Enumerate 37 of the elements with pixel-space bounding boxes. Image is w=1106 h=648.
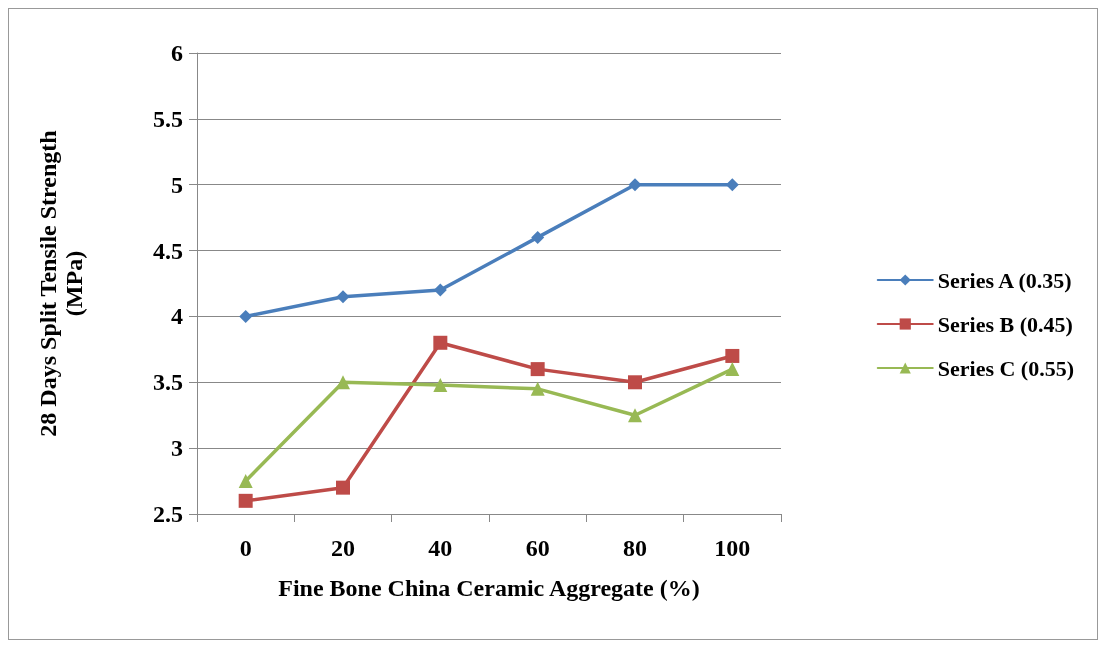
y-tick-label: 4 [171, 303, 183, 330]
legend-label: Series B (0.45) [937, 311, 1073, 337]
point [628, 408, 642, 423]
point [238, 493, 253, 508]
point [530, 381, 545, 396]
x-tick-label: 40 [428, 535, 453, 561]
point [433, 335, 448, 350]
point [336, 375, 350, 390]
y-axis-title: 28 Days Split Tensile Strength (MPa) [35, 130, 87, 437]
point [336, 480, 350, 495]
x-tick-label: 60 [525, 535, 550, 561]
point [725, 348, 740, 363]
legend-label: Series C (0.55) [937, 355, 1075, 381]
point [725, 178, 739, 192]
point [433, 377, 448, 392]
point [628, 375, 642, 390]
point [530, 362, 545, 377]
x-tick-label: 80 [623, 535, 647, 561]
x-tick-label: 20 [331, 535, 355, 561]
point [336, 290, 350, 304]
x-tick-label: 100 [714, 535, 751, 561]
point [628, 178, 642, 192]
y-tick-label: 2.5 [153, 501, 183, 527]
y-tick-label: 3 [171, 435, 183, 462]
x-tick-label: 0 [239, 535, 252, 561]
x-axis-title: Fine Bone China Ceramic Aggregate (%) [278, 575, 700, 601]
y-tick-label: 6 [171, 40, 183, 66]
y-tick-label: 4.5 [153, 237, 183, 264]
legend-label: Series A (0.35) [937, 267, 1072, 293]
point [433, 283, 447, 297]
y-tick-label: 3.5 [153, 369, 183, 396]
point [531, 230, 545, 244]
point [238, 474, 253, 489]
y-tick-label: 5 [171, 171, 183, 198]
point [239, 309, 253, 323]
point [725, 362, 740, 377]
y-tick-label: 5.5 [153, 105, 183, 132]
